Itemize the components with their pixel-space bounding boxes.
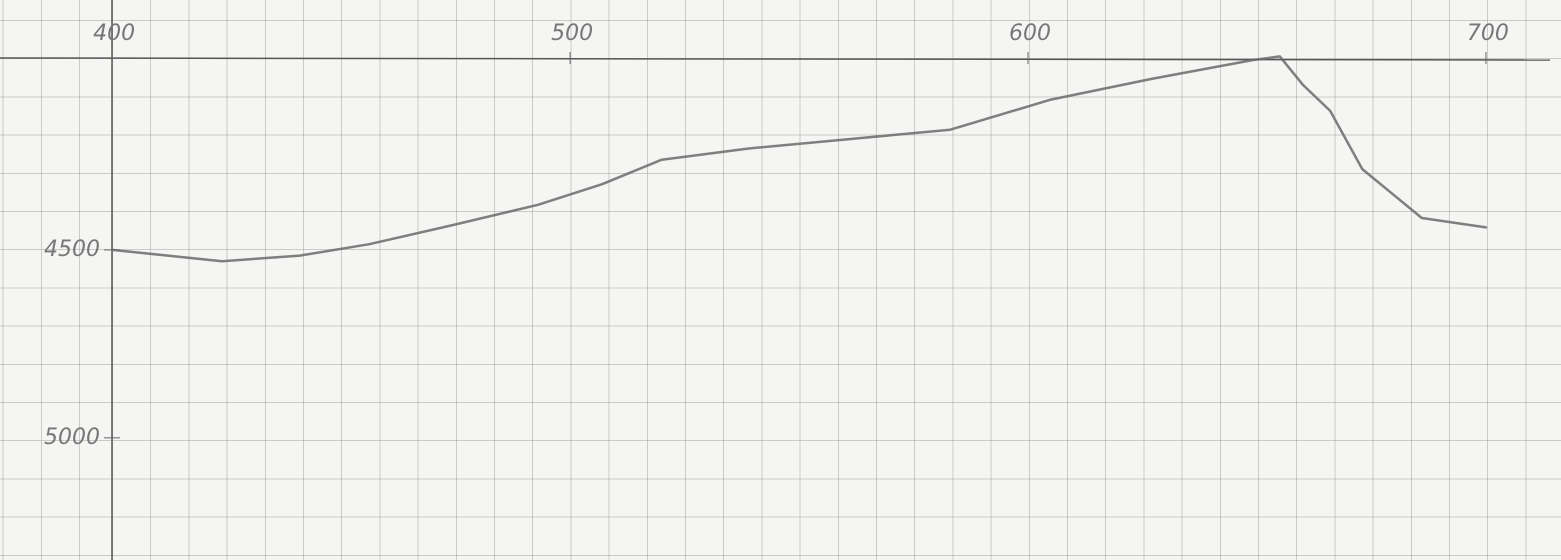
x-tick-label: 500 <box>551 21 593 46</box>
line <box>110 55 1488 263</box>
x-tick-label: 700 <box>1467 21 1509 46</box>
y-tick-label: 5000 <box>44 425 100 450</box>
x-tick-label: 400 <box>93 21 135 46</box>
x-axis <box>0 57 1551 61</box>
y-tick-label: 4500 <box>44 237 100 262</box>
x-tick-label: 600 <box>1009 21 1051 46</box>
